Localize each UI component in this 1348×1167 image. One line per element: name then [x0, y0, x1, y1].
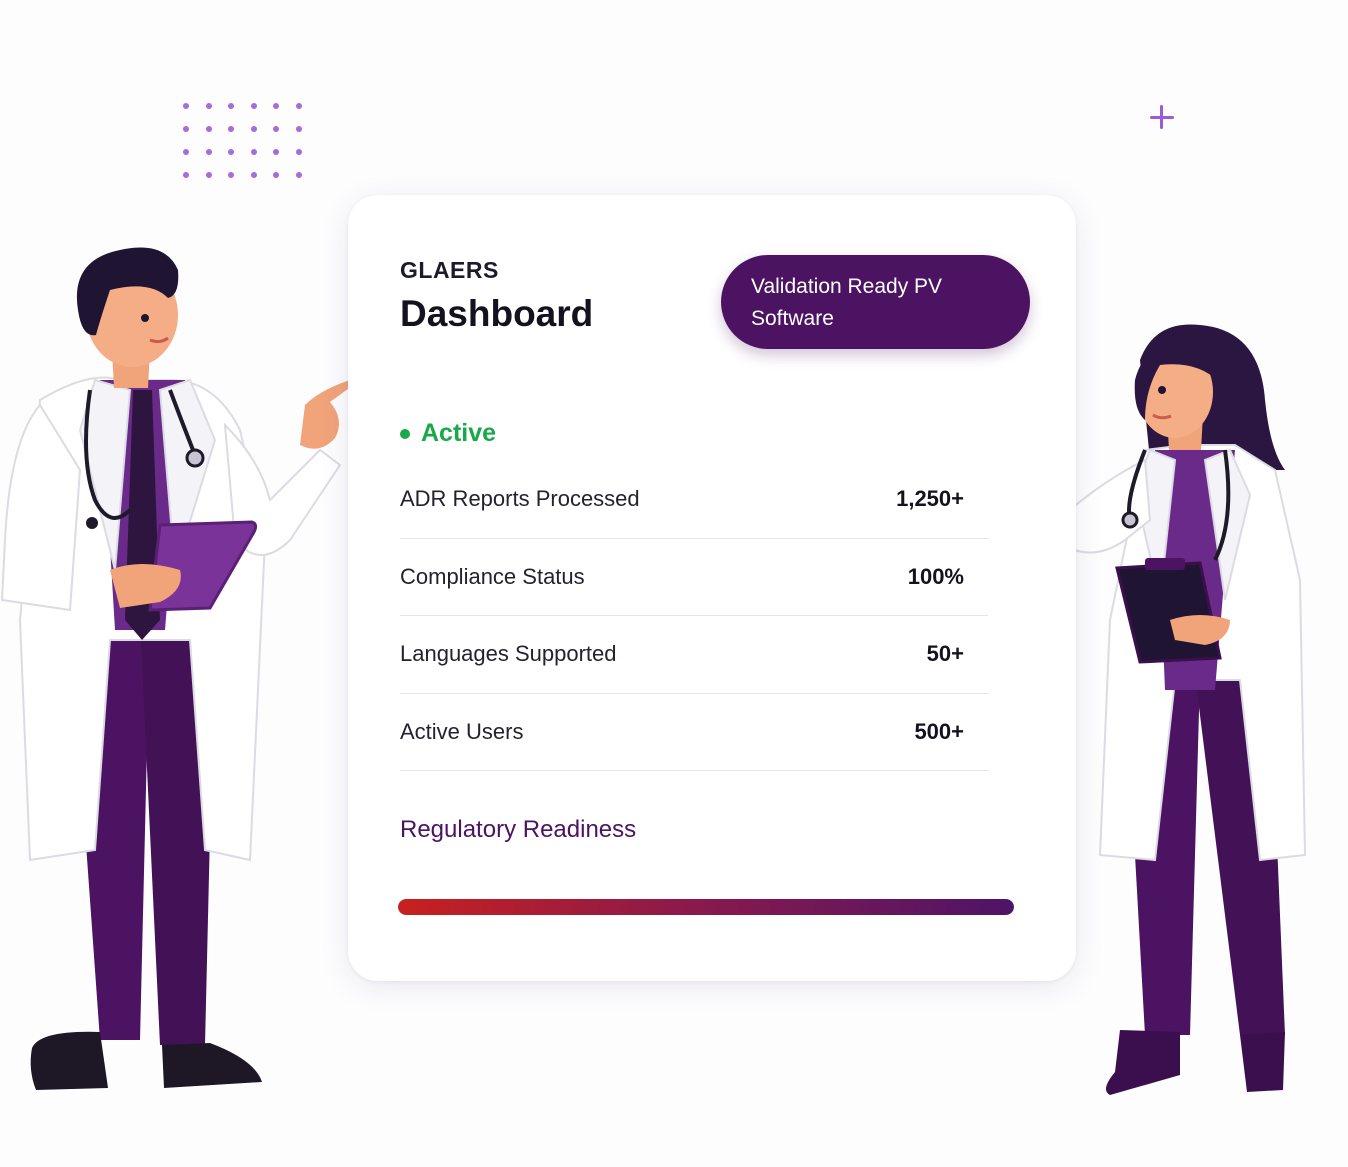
- status-indicator: Active: [400, 419, 496, 448]
- metric-row: ADR Reports Processed 1,250+: [400, 461, 988, 539]
- metric-label: Active Users: [400, 718, 524, 744]
- metric-row: Languages Supported 50+: [400, 616, 988, 694]
- metric-value: 100%: [907, 563, 964, 589]
- metric-value: 50+: [926, 641, 964, 667]
- badge-line-2: Software: [751, 307, 834, 330]
- validation-badge[interactable]: Validation Ready PV Software: [721, 255, 1030, 349]
- male-doctor-illustration: [0, 247, 352, 1090]
- metric-label: Compliance Status: [400, 563, 585, 589]
- readiness-label: Regulatory Readiness: [400, 816, 637, 843]
- metric-label: Languages Supported: [400, 641, 617, 667]
- metric-row: Compliance Status 100%: [400, 539, 988, 616]
- dashboard-card: GLAERS Dashboard Validation Ready PV Sof…: [348, 195, 1076, 981]
- badge-line-1: Validation Ready PV: [751, 275, 943, 298]
- dot-grid-decoration: [181, 101, 307, 185]
- metric-row: Active Users 500+: [400, 694, 988, 771]
- metric-value: 1,250+: [896, 486, 964, 512]
- readiness-progress-bar: [398, 899, 1014, 915]
- plus-icon: [1148, 103, 1176, 131]
- metrics-list: ADR Reports Processed 1,250+ Compliance …: [400, 461, 988, 771]
- readiness-progress-fill: [398, 899, 1014, 915]
- metric-label: ADR Reports Processed: [400, 486, 640, 512]
- brand-name: GLAERS: [400, 257, 499, 283]
- metric-value: 500+: [914, 718, 964, 744]
- female-doctor-illustration: [995, 324, 1307, 1095]
- page-title: Dashboard: [400, 293, 594, 334]
- status-label: Active: [421, 419, 497, 447]
- status-dot-icon: [400, 428, 410, 439]
